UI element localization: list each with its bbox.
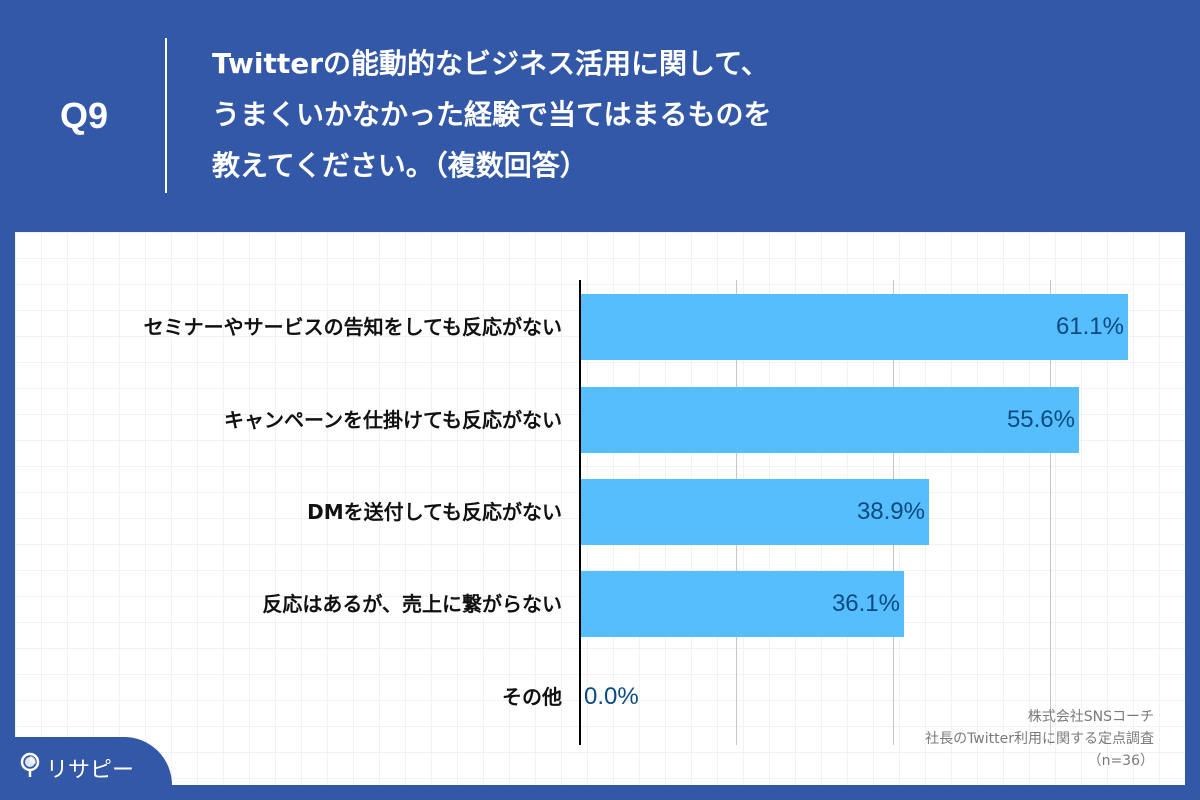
- gridline-3: [1050, 280, 1051, 745]
- question-number: Q9: [60, 95, 109, 136]
- category-label: 反応はあるが、売上に繋がらない: [262, 592, 562, 616]
- source-survey: 社長のTwitter利用に関する定点調査: [925, 731, 1154, 747]
- question-title: Twitterの能動的なビジネス活用に関して、 うまくいかなかった経験で当てはま…: [212, 38, 771, 191]
- category-label: セミナーやサービスの告知をしても反応がない: [143, 315, 562, 339]
- y-axis-line: [579, 280, 581, 745]
- source-note: 株式会社SNSコーチ 社長のTwitter利用に関する定点調査 （n=36）: [925, 706, 1154, 772]
- bar: 36.1%: [580, 571, 904, 637]
- logo-tab: [0, 737, 172, 800]
- bar: 38.9%: [580, 479, 929, 545]
- category-label: その他: [502, 685, 562, 709]
- bar-value-label: 55.6%: [1006, 406, 1075, 433]
- bar: 55.6%: [580, 387, 1079, 453]
- title-line-1: Twitterの能動的なビジネス活用に関して、: [212, 47, 769, 80]
- pin-pie-icon: [20, 752, 40, 784]
- bar-value-label: 61.1%: [1055, 313, 1124, 340]
- logo: リサピー: [20, 752, 134, 784]
- bar-value-label: 0.0%: [584, 683, 639, 710]
- bar: 61.1%: [580, 294, 1128, 360]
- source-company: 株式会社SNSコーチ: [1027, 709, 1154, 725]
- title-line-2: うまくいかなかった経験で当てはまるものを: [212, 98, 772, 131]
- bar-value-label: 36.1%: [831, 590, 900, 617]
- category-label: DMを送付しても反応がない: [307, 500, 562, 524]
- logo-text: リサピー: [46, 758, 135, 783]
- bar-value-label: 38.9%: [856, 498, 925, 525]
- title-line-3: 教えてください。（複数回答）: [212, 149, 588, 182]
- header-divider: [165, 38, 167, 193]
- category-label: キャンペーンを仕掛けても反応がない: [224, 408, 562, 432]
- sample-size: （n=36）: [1087, 753, 1154, 769]
